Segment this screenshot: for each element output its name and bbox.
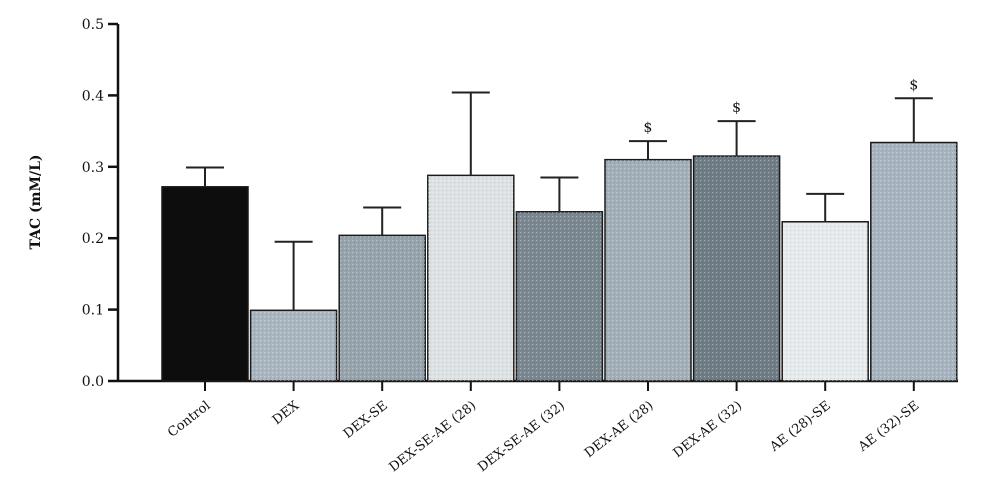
annotations: $ $ $: [644, 77, 919, 136]
bar-texture: [605, 159, 691, 381]
x-tick-label: AE (32)-SE: [855, 398, 922, 455]
x-tick-label: DEX-AE (32): [671, 398, 745, 461]
significance-marker: $: [909, 77, 918, 93]
x-tick-label: DEX-AE (28): [582, 398, 656, 461]
x-tick-label: DEX: [270, 398, 303, 428]
bar-texture: [427, 175, 514, 381]
bar: [161, 186, 249, 382]
y-tick-label: 0.2: [82, 231, 104, 247]
x-tick-label: DEX-SE: [341, 398, 391, 442]
x-tick-label: Control: [165, 398, 213, 440]
significance-marker: $: [732, 100, 741, 116]
y-tick-label: 0.1: [82, 303, 104, 319]
y-tick-label: 0.5: [82, 17, 104, 33]
x-tick-label: DEX-SE-AE (32): [475, 398, 568, 475]
bar-texture: [782, 221, 869, 381]
bar-texture: [693, 156, 780, 381]
significance-marker: $: [644, 120, 653, 136]
y-axis-label: TAC (mM/L): [28, 154, 44, 249]
x-tick-label: DEX-SE-AE (28): [387, 398, 480, 475]
bar-texture: [516, 211, 603, 381]
y-tick-label: 0.3: [82, 160, 104, 176]
bar-texture: [870, 142, 957, 381]
error-bars: [186, 91, 933, 311]
y-tick-label: 0.4: [82, 88, 104, 104]
y-axis: 0.0 0.1 0.2 0.3 0.4 0.5: [82, 17, 120, 390]
x-tick-label: AE (28)-SE: [767, 398, 834, 455]
bar-texture: [250, 310, 337, 381]
bars: [161, 141, 958, 382]
y-tick-label: 0.0: [82, 374, 104, 390]
x-axis: [118, 379, 958, 391]
bar-texture: [339, 235, 426, 381]
